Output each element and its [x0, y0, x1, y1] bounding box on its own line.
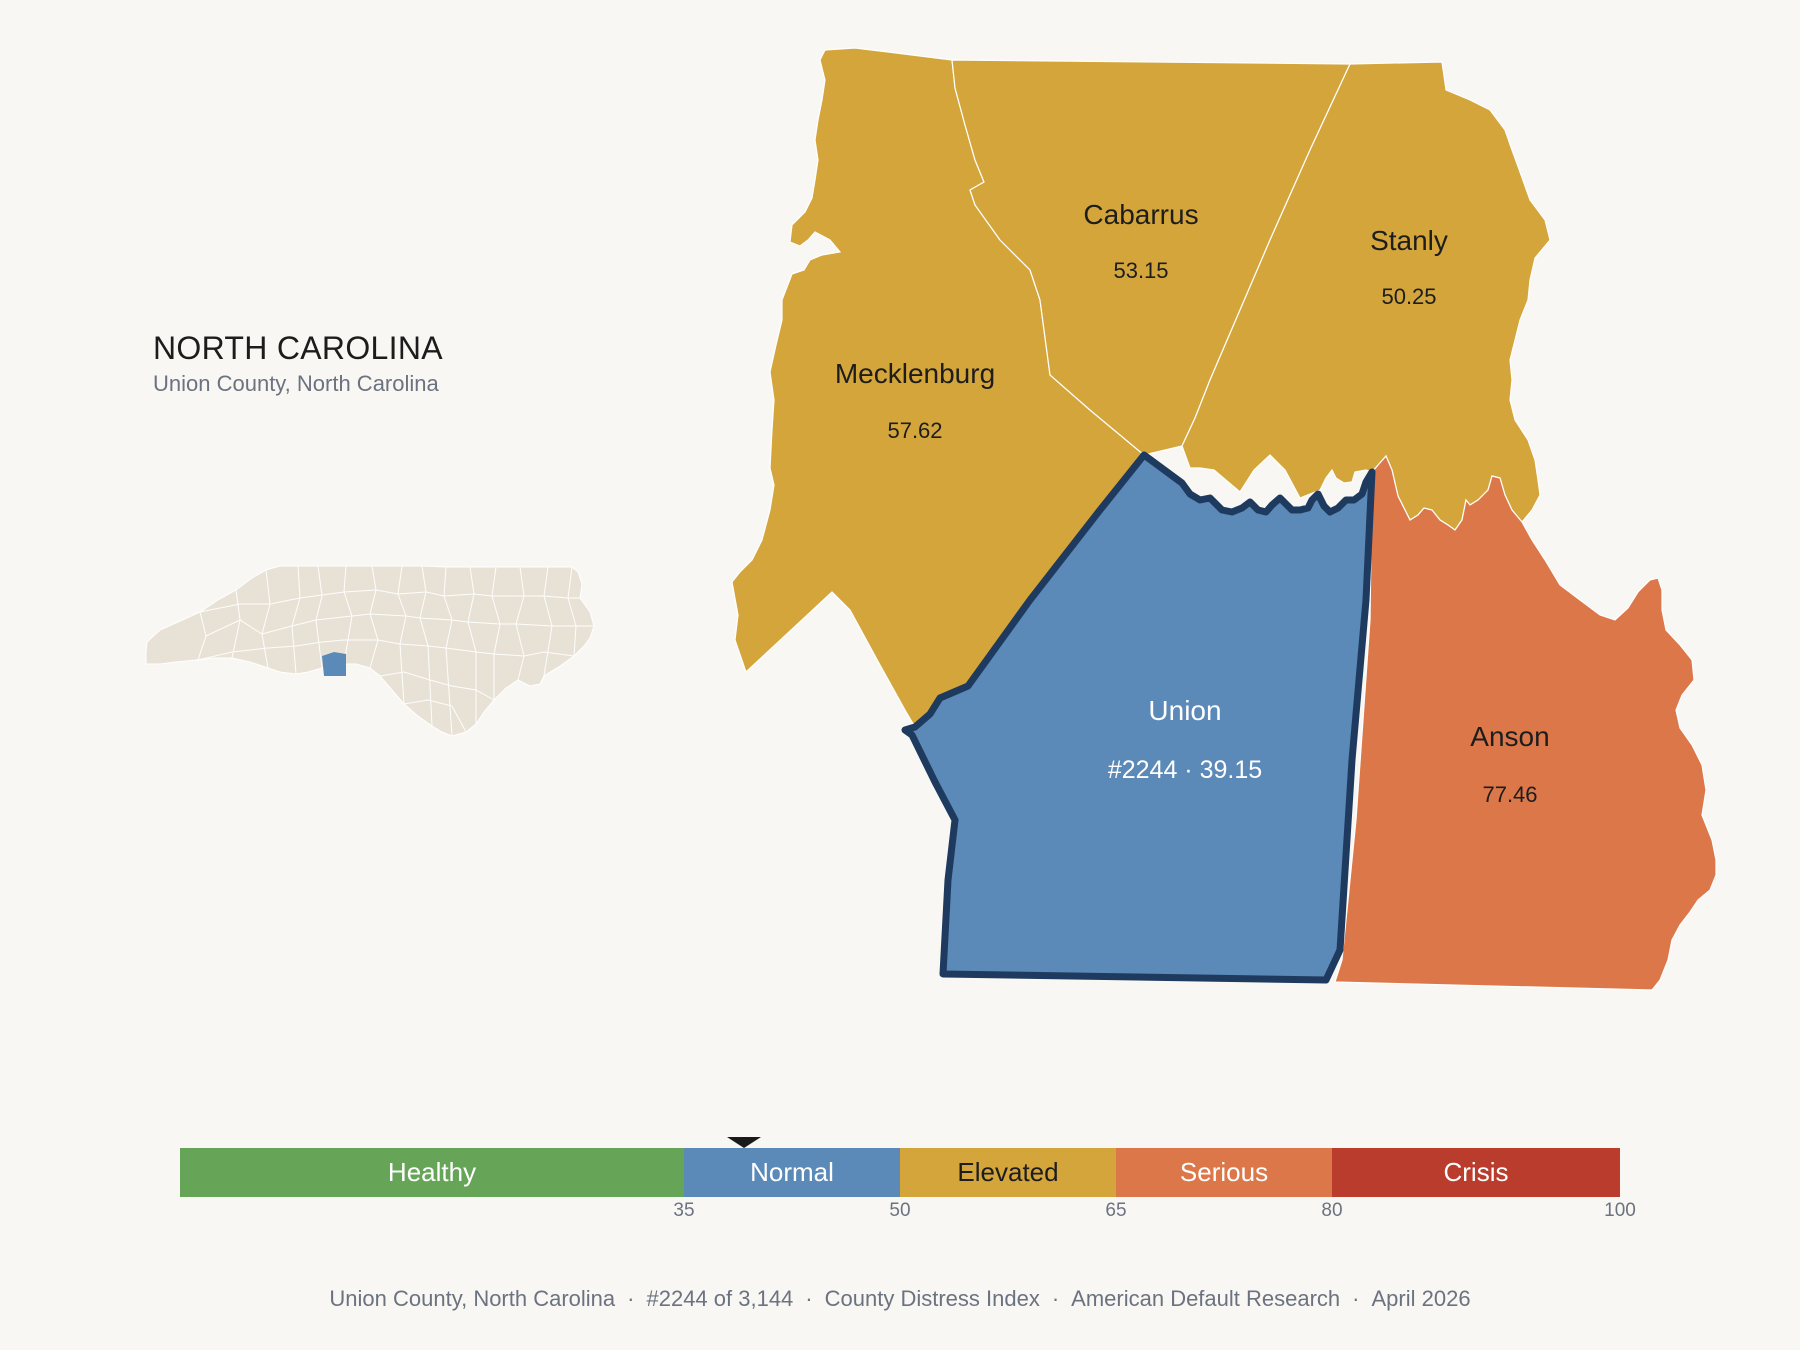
county-value-stanly: 50.25	[1381, 284, 1436, 309]
county-label-cabarrus: Cabarrus	[1083, 199, 1198, 230]
legend-ticks: 35 50 65 80 100	[180, 1198, 1635, 1222]
legend-tick: 100	[1604, 1200, 1636, 1221]
legend-label-healthy: Healthy	[387, 1157, 477, 1187]
county-label-stanly: Stanly	[1370, 225, 1448, 256]
state-inset-map	[145, 565, 595, 737]
state-inset-outline	[145, 565, 595, 737]
state-inset-union-county	[322, 652, 346, 676]
legend-segment-healthy: Healthy	[180, 1148, 684, 1197]
legend-label-crisis: Crisis	[1443, 1157, 1509, 1187]
legend-label-elevated: Elevated	[957, 1157, 1059, 1187]
legend-segment-normal: Normal	[684, 1148, 900, 1197]
county-union[interactable]	[901, 451, 1376, 984]
legend-segment-serious: Serious	[1116, 1148, 1332, 1197]
footer-index: County Distress Index	[824, 1286, 1040, 1311]
footer-date: April 2026	[1371, 1286, 1471, 1311]
state-inset-county-lines	[197, 565, 594, 737]
legend-segment-elevated: Elevated	[900, 1148, 1116, 1197]
footer-separator: ·	[805, 1286, 813, 1311]
legend-tick: 80	[1321, 1200, 1343, 1221]
legend-label-serious: Serious	[1179, 1157, 1269, 1187]
title-block: NORTH CAROLINA Union County, North Carol…	[153, 330, 443, 397]
county-value-union: #2244 · 39.15	[1108, 756, 1262, 784]
legend-segment-crisis: Crisis	[1332, 1148, 1620, 1197]
legend-label-normal: Normal	[750, 1157, 834, 1187]
footer-separator: ·	[1051, 1286, 1060, 1311]
state-title: NORTH CAROLINA	[153, 330, 443, 366]
county-label-anson: Anson	[1470, 721, 1549, 752]
county-value-mecklenburg: 57.62	[887, 418, 942, 443]
footer-rank: #2244 of 3,144	[646, 1286, 794, 1311]
legend-marker	[726, 1137, 761, 1148]
footer-county: Union County, North Carolina	[329, 1286, 616, 1311]
distress-legend: Healthy Normal Elevated Serious Crisis	[180, 1148, 1620, 1197]
footer-separator: ·	[1352, 1286, 1360, 1311]
legend-tick: 65	[1105, 1200, 1127, 1221]
legend-tick: 50	[889, 1200, 911, 1221]
county-value-cabarrus: 53.15	[1113, 258, 1168, 283]
county-label-mecklenburg: Mecklenburg	[835, 358, 995, 389]
county-value-anson: 77.46	[1482, 782, 1537, 807]
county-label-union: Union	[1148, 695, 1221, 726]
footer-source: American Default Research	[1071, 1286, 1341, 1311]
legend-tick: 35	[673, 1200, 695, 1221]
county-anson	[1334, 454, 1717, 991]
footer-separator: ·	[627, 1286, 635, 1311]
footer: Union County, North Carolina · #2244 of 3,…	[0, 1286, 1800, 1312]
state-subtitle: Union County, North Carolina	[153, 371, 439, 396]
